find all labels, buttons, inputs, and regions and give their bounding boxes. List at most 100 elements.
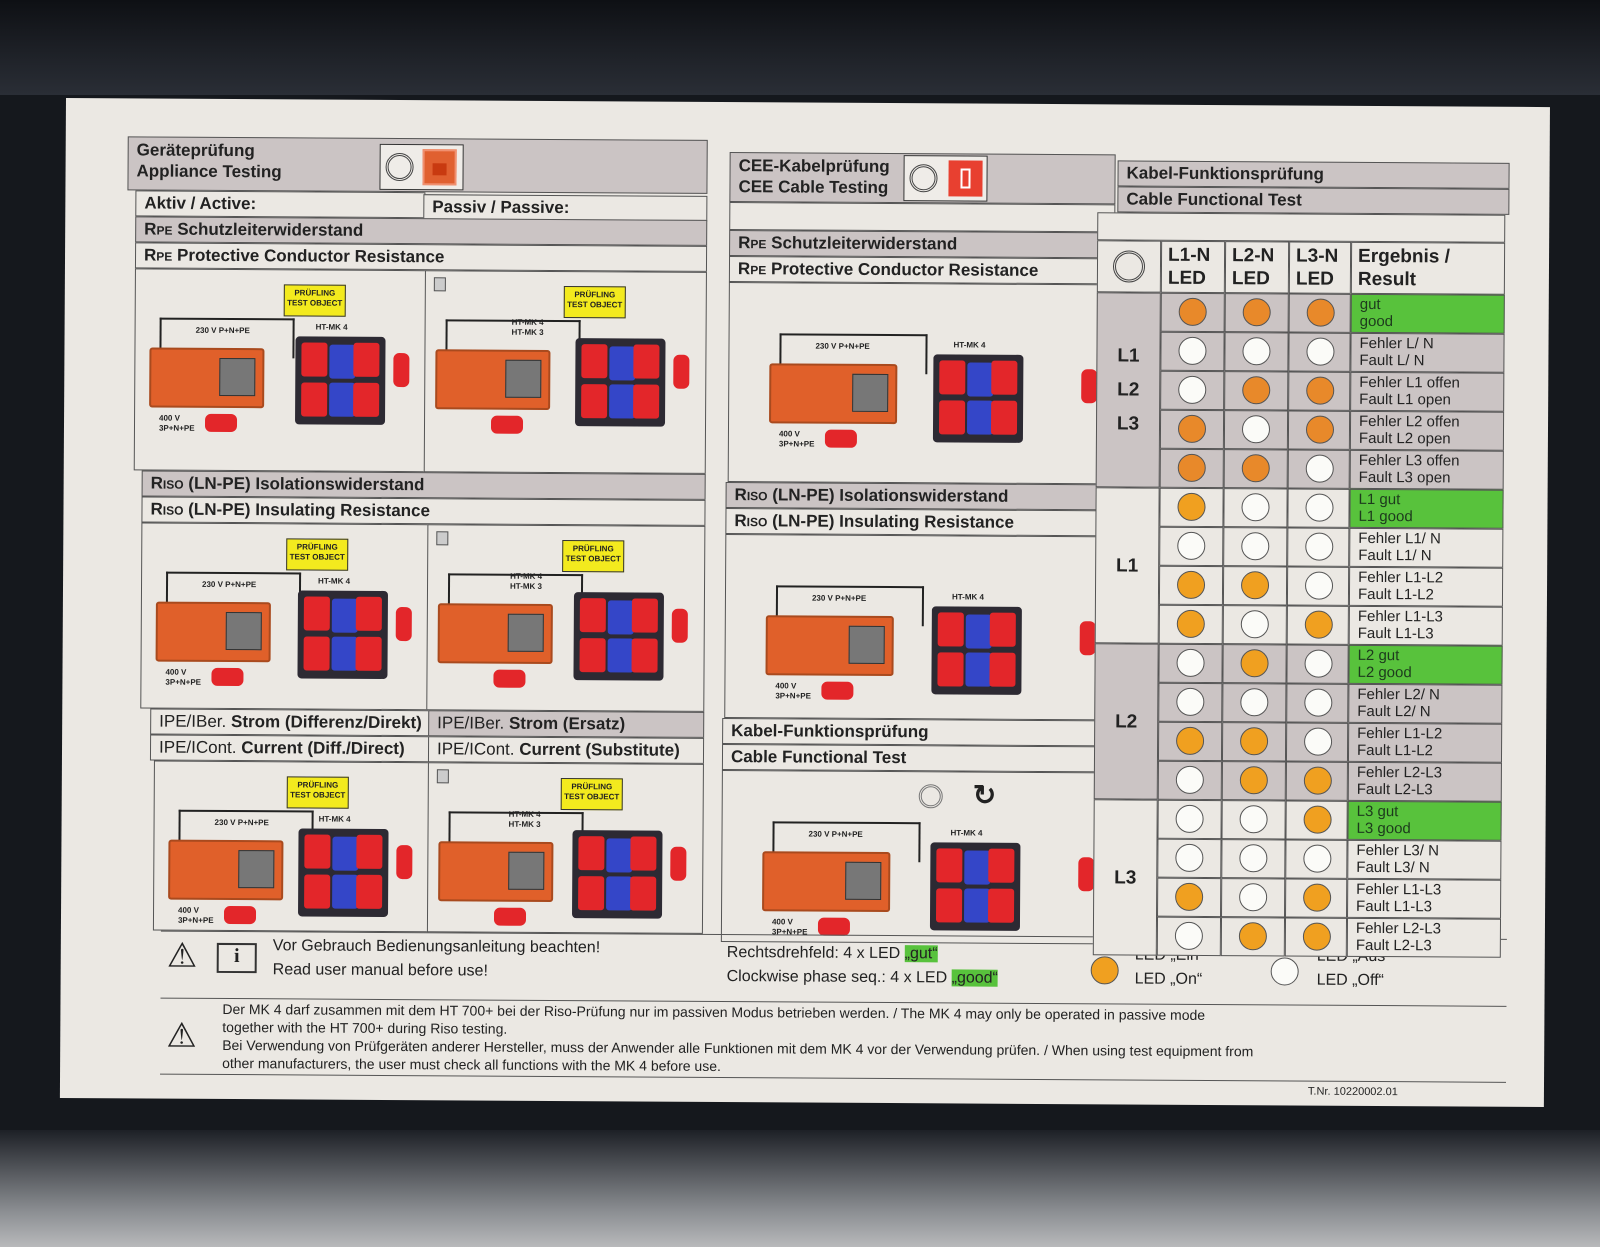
supply-400v-label: 400 V 3P+N+PE [177, 905, 214, 925]
warning-icon: ⚠ [166, 936, 198, 975]
socket [989, 652, 1016, 687]
manual-info-icon: i [216, 942, 257, 974]
socket [331, 598, 358, 633]
appliance-icon [422, 149, 457, 186]
tester-socket [845, 861, 882, 900]
cable-test-table [66, 98, 1550, 107]
result-en: Fault L1-L2 [1357, 585, 1434, 604]
result-en: Fault L/ N [1359, 351, 1425, 370]
result-cell: Fehler L2/ N Fault L2/ N [1348, 683, 1503, 724]
mk4-mk3-label: HT-MK 4 HT-MK 3 [509, 571, 543, 591]
led-off-icon [1239, 844, 1268, 873]
result-de: Fehler L1 offen [1359, 373, 1460, 392]
tester-socket [848, 625, 885, 665]
wall-socket-icon [436, 531, 449, 546]
result-de: gut [1359, 295, 1381, 314]
socket [630, 836, 657, 871]
table-header-3: Ergebnis / Result [1350, 241, 1506, 295]
manual-note-en: Read user manual before use! [272, 961, 488, 980]
mk4-label: HT-MK 4 [950, 828, 983, 838]
supply-400v-label: 400 V 3P+N+PE [158, 413, 195, 433]
socket [329, 382, 356, 417]
table-header-0: L1-N LED [1160, 240, 1226, 294]
active-label: Aktiv / Active: [135, 190, 426, 219]
led-off-icon [1175, 804, 1204, 833]
cee-plug [1078, 857, 1095, 892]
led-off-icon [1178, 375, 1207, 404]
meter-dial-icon [918, 784, 943, 809]
result-cell: Fehler L1 offen Fault L1 open [1350, 371, 1505, 412]
led-off-icon [1306, 337, 1335, 366]
ipe-en-active: IPE/ICont. Current (Diff./Direct) [149, 734, 431, 763]
result-de: Fehler L2/ N [1357, 685, 1440, 704]
socket [303, 596, 330, 631]
led-off-icon [1174, 921, 1203, 950]
meter-dial-icon [909, 164, 938, 193]
tester-socket [238, 850, 275, 889]
diagram-cee-cable: ↻ 230 V P+N+PE 400 V 3P+N+PE HT-MK 4 [720, 770, 1112, 945]
test-object-label: PRÜFLING TEST OBJECT [560, 778, 623, 811]
led-off-icon [1239, 805, 1268, 834]
led-on-icon [1238, 922, 1267, 951]
led-off-icon [1239, 883, 1268, 912]
socket [989, 612, 1016, 647]
meter-dial-icon [1112, 250, 1146, 283]
socket [304, 874, 331, 909]
cee-plug [1079, 621, 1096, 656]
meter-dial-icon [385, 152, 414, 182]
socket [331, 636, 358, 671]
supply-230v-label: 230 V P+N+PE [808, 829, 863, 839]
mk4-mk3-label: HT-MK 4 HT-MK 3 [508, 809, 541, 829]
diagram-cee-riso: 230 V P+N+PE 400 V 3P+N+PE HT-MK 4 [724, 534, 1114, 721]
led-on-icon [1240, 727, 1269, 756]
result-en: Fault L1-L3 [1356, 897, 1433, 916]
socket [353, 342, 380, 377]
led-off-icon [1304, 727, 1333, 756]
cee-plug-400v [204, 413, 238, 433]
led-off-icon [1305, 493, 1334, 522]
cee-riso-en: RISO (LN-PE) Insulating Resistance [725, 508, 1114, 537]
cee-plug-400v [493, 907, 527, 926]
result-de: L1 gut [1358, 490, 1401, 509]
ipe-de-passive: IPE/IBer. Strom (Ersatz) [428, 710, 705, 738]
group-label-3: L3 [1092, 799, 1158, 956]
result-de: Fehler L1/ N [1358, 529, 1441, 548]
led-on-icon [1302, 922, 1331, 951]
result-en: Fault L1/ N [1358, 546, 1432, 565]
socket [609, 384, 636, 419]
socket [332, 836, 359, 871]
result-cell: Fehler L2-L3 Fault L2-L3 [1347, 761, 1502, 802]
mk4-distributor [295, 336, 386, 425]
socket [609, 346, 636, 381]
supply-230v-label: 230 V P+N+PE [195, 325, 250, 336]
result-de: L2 gut [1357, 646, 1400, 665]
led-on-icon [1178, 297, 1207, 326]
cee-plug-400v [817, 917, 851, 936]
result-en: Fault L2/ N [1357, 702, 1431, 721]
tester-socket [507, 613, 544, 652]
socket [963, 888, 991, 923]
socket [966, 400, 994, 435]
part-number: T.Nr. 10220002.01 [1307, 1085, 1398, 1099]
led-on-icon [1306, 298, 1335, 327]
socket [606, 838, 633, 873]
group-label-2: L2 [1093, 643, 1159, 800]
warning-line-2: together with the HT 700+ during Riso te… [222, 1018, 508, 1037]
result-cell: L1 gut L1 good [1349, 488, 1504, 529]
led-on-icon [1305, 415, 1335, 444]
led-on-icon [1241, 454, 1270, 483]
cee-plug [396, 845, 413, 880]
tester-socket [225, 611, 262, 651]
result-de: Fehler L1-L3 [1356, 880, 1442, 899]
led-off-icon [1303, 844, 1332, 873]
legend-led-on-icon [1090, 956, 1119, 985]
tester-socket [505, 359, 542, 398]
led-off-icon [1240, 610, 1269, 639]
mk4-distributor [298, 828, 389, 917]
cee-riso-de: RISO (LN-PE) Isolationswiderstand [725, 482, 1114, 511]
socket [938, 400, 966, 435]
led-off-icon [1176, 648, 1205, 677]
result-de: Fehler L1-L2 [1357, 724, 1443, 743]
socket [936, 848, 963, 883]
led-on-icon [1177, 492, 1206, 521]
